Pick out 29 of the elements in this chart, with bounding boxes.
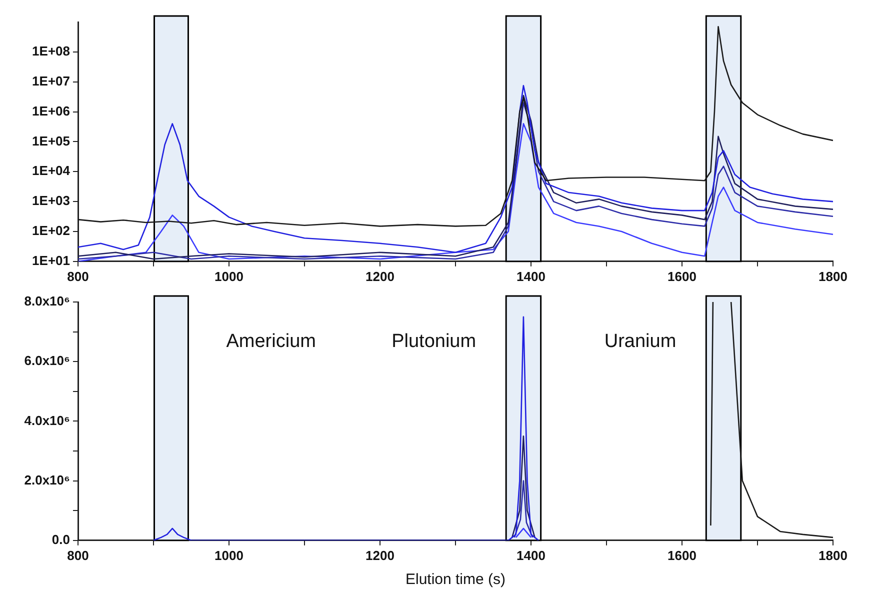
y-tick-label: 1E+02	[32, 223, 70, 238]
x-tick-label: 1000	[214, 548, 244, 563]
x-tick-label: 1600	[668, 548, 696, 563]
x-tick-label: 1600	[668, 268, 696, 284]
y-tick-label: 1E+08	[32, 44, 70, 59]
y-tick-label: 1E+06	[32, 103, 70, 118]
x-tick-label: 1800	[818, 548, 848, 563]
x-tick-label: 1200	[366, 548, 394, 563]
y-tick-label: 8.0x10⁶	[24, 294, 70, 309]
x-tick-label: 1800	[818, 268, 848, 284]
x-tick-label: 1200	[366, 268, 394, 284]
y-tick-label: 1E+05	[32, 133, 70, 148]
y-tick-label: 1E+01	[32, 252, 70, 268]
y-tick-label: 1E+04	[32, 163, 71, 178]
y-tick-label: 6.0x10⁶	[24, 353, 70, 368]
x-axis-title: Elution time (s)	[405, 571, 506, 588]
x-tick-label: 1000	[214, 268, 244, 284]
y-tick-label: 4.0x10⁶	[24, 412, 70, 428]
x-tick-label: 1400	[516, 548, 546, 563]
y-tick-label: 1E+07	[32, 73, 70, 88]
annotation: Uranium	[604, 331, 676, 352]
annotation: Americium	[226, 331, 316, 352]
x-tick-label: 800	[67, 548, 89, 563]
annotation: Plutonium	[392, 331, 476, 352]
y-tick-label: 0.0	[52, 532, 70, 547]
y-tick-label: 2.0x10⁶	[24, 472, 70, 488]
x-tick-label: 1400	[516, 268, 546, 284]
y-tick-label: 1E+03	[32, 193, 70, 208]
x-tick-label: 800	[67, 268, 89, 284]
